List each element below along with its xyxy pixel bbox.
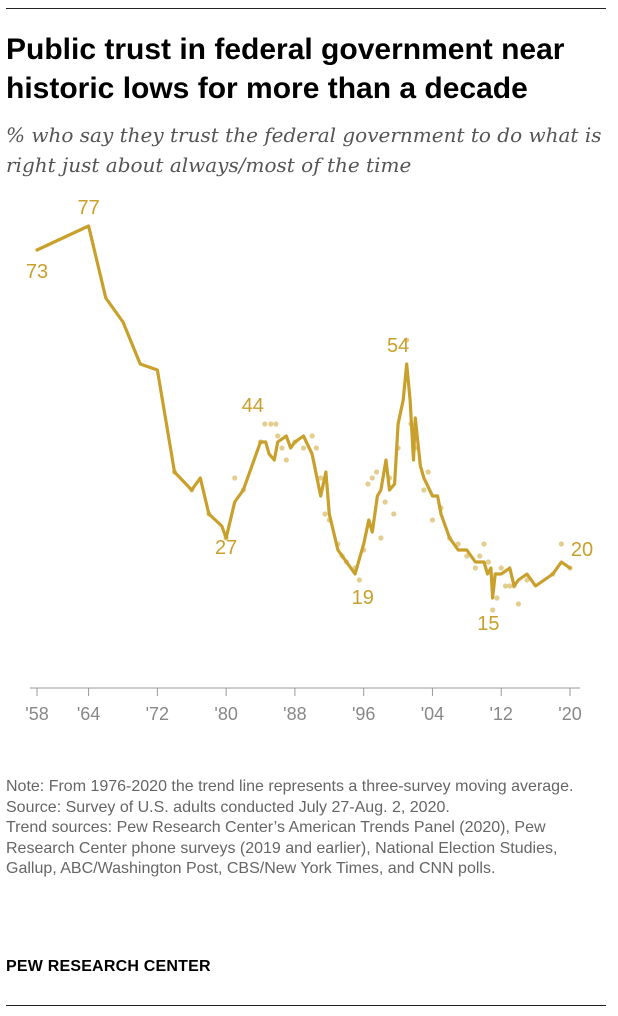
trust-line-chart: '58 '64 '72 '80 '88 '96 '04 '12 '20 73 77 27 44 19 54… <box>25 197 593 724</box>
source-text: Source: Survey of U.S. adults conducted … <box>6 798 450 816</box>
survey-dot <box>498 565 504 571</box>
survey-dot <box>382 499 388 505</box>
survey-dot <box>464 553 470 559</box>
data-label: 20 <box>571 539 593 561</box>
survey-dot <box>378 535 384 541</box>
survey-dot <box>524 577 530 583</box>
survey-dot <box>275 433 281 439</box>
survey-dot <box>279 445 285 451</box>
x-axis-ticks: '58 '64 '72 '80 '88 '96 '04 '12 '20 <box>25 688 582 724</box>
survey-dot <box>318 475 324 481</box>
survey-dot <box>507 583 513 589</box>
survey-dot <box>373 469 380 475</box>
data-label: 27 <box>215 537 237 559</box>
x-tick-label: '64 <box>77 704 100 724</box>
survey-dot <box>273 421 279 427</box>
data-labels-layer: 73 77 27 44 19 54 15 20 <box>26 197 593 635</box>
x-tick-label: '04 <box>421 704 444 724</box>
x-tick-label: '80 <box>214 704 237 724</box>
survey-dot <box>404 337 410 343</box>
survey-dot <box>356 577 362 583</box>
data-label: 77 <box>77 197 99 219</box>
survey-dot <box>300 445 307 451</box>
x-tick-label: '20 <box>558 704 581 724</box>
data-label: 44 <box>242 395 264 417</box>
x-tick-label: '12 <box>489 704 512 724</box>
x-tick-label: '88 <box>283 704 306 724</box>
data-label: 15 <box>477 613 499 635</box>
survey-dot <box>558 541 565 547</box>
survey-dot <box>232 475 238 481</box>
survey-dot <box>494 595 500 601</box>
survey-dot <box>391 511 397 517</box>
survey-dot <box>485 559 491 565</box>
x-tick-label: '96 <box>352 704 375 724</box>
bottom-rule <box>6 1005 606 1006</box>
survey-dot <box>309 433 315 439</box>
survey-dot <box>365 481 371 487</box>
survey-dot <box>369 475 375 481</box>
data-label: 54 <box>387 335 409 357</box>
survey-dot <box>515 601 522 607</box>
survey-dot <box>425 469 431 475</box>
data-label: 19 <box>352 587 374 609</box>
survey-dot <box>268 421 274 427</box>
survey-dots-layer <box>171 337 573 613</box>
survey-dot <box>262 421 268 427</box>
x-tick-label: '72 <box>146 704 169 724</box>
trend-sources-text: Trend sources: Pew Research Center’s Ame… <box>6 819 558 877</box>
survey-dot <box>455 541 461 547</box>
survey-dot <box>421 487 427 493</box>
notes: Note: From 1976-2020 the trend line repr… <box>6 777 606 880</box>
top-rule <box>6 8 606 9</box>
note-text: Note: From 1976-2020 the trend line repr… <box>6 778 574 795</box>
survey-dot <box>481 541 487 547</box>
chart-subtitle: % who say they trust the federal governm… <box>6 123 602 177</box>
survey-dot <box>490 607 496 613</box>
survey-dot <box>313 445 319 451</box>
trend-line <box>35 224 572 600</box>
survey-dot <box>322 511 328 517</box>
survey-dot <box>472 565 479 571</box>
survey-dot <box>283 457 289 463</box>
survey-dot <box>502 583 509 589</box>
survey-dot <box>429 517 436 523</box>
brand-logo-text: PEW RESEARCH CENTER <box>6 958 211 975</box>
x-tick-label: '58 <box>25 704 48 724</box>
survey-dot <box>477 553 483 559</box>
chart-title: Public trust in federal government near … <box>6 33 565 105</box>
data-label: 73 <box>26 261 48 283</box>
